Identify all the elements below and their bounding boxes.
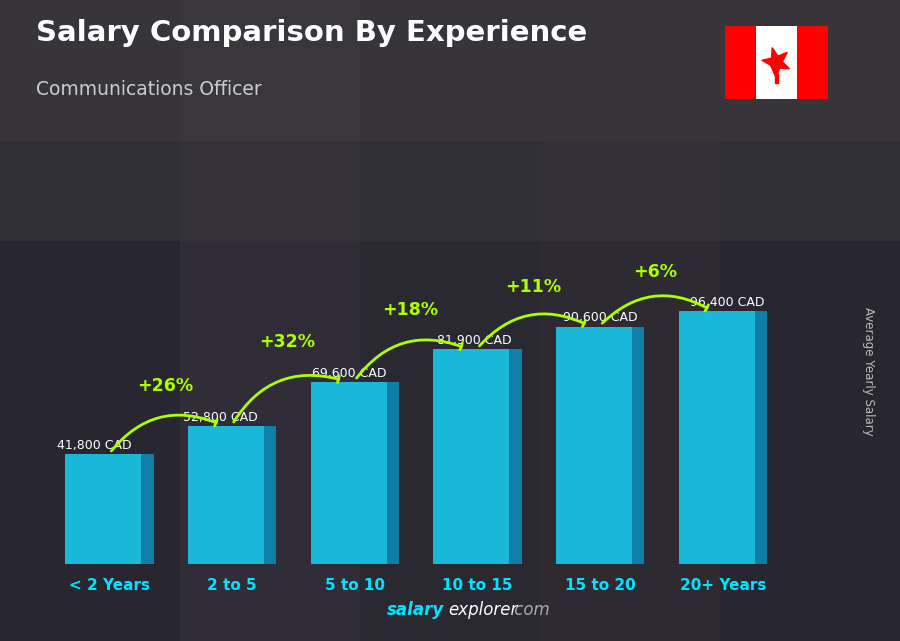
Text: 96,400 CAD: 96,400 CAD — [689, 296, 764, 309]
Text: 10 to 15: 10 to 15 — [442, 578, 513, 593]
Text: +11%: +11% — [505, 278, 561, 296]
Text: 41,800 CAD: 41,800 CAD — [57, 440, 131, 453]
Bar — [360, 0, 540, 641]
Text: 52,800 CAD: 52,800 CAD — [184, 411, 258, 424]
Text: +18%: +18% — [382, 301, 438, 319]
Bar — [0, 0, 900, 241]
Text: Communications Officer: Communications Officer — [36, 80, 262, 99]
Polygon shape — [141, 454, 154, 564]
Bar — [310, 381, 387, 564]
Bar — [188, 426, 265, 564]
Polygon shape — [509, 349, 522, 564]
Polygon shape — [632, 326, 644, 564]
Polygon shape — [265, 426, 276, 564]
Bar — [0, 0, 180, 641]
Text: +26%: +26% — [137, 378, 193, 395]
Text: 90,600 CAD: 90,600 CAD — [563, 312, 638, 324]
Polygon shape — [387, 381, 399, 564]
Bar — [720, 0, 900, 641]
Text: 69,600 CAD: 69,600 CAD — [312, 367, 386, 379]
Text: explorer: explorer — [448, 601, 518, 619]
Text: .com: .com — [509, 601, 550, 619]
Text: salary: salary — [387, 601, 445, 619]
Text: 5 to 10: 5 to 10 — [325, 578, 385, 593]
Bar — [434, 349, 509, 564]
Text: 2 to 5: 2 to 5 — [207, 578, 257, 593]
Bar — [66, 454, 141, 564]
Polygon shape — [762, 47, 789, 78]
Polygon shape — [755, 312, 767, 564]
Text: 20+ Years: 20+ Years — [680, 578, 766, 593]
Text: +6%: +6% — [634, 263, 678, 281]
Text: 81,900 CAD: 81,900 CAD — [437, 335, 512, 347]
Bar — [556, 326, 632, 564]
Text: +32%: +32% — [259, 333, 316, 351]
Bar — [755, 26, 797, 99]
Bar — [775, 74, 778, 83]
Text: Salary Comparison By Experience: Salary Comparison By Experience — [36, 19, 587, 47]
Text: Average Yearly Salary: Average Yearly Salary — [862, 308, 875, 436]
Text: < 2 Years: < 2 Years — [69, 578, 150, 593]
Bar — [540, 0, 720, 641]
Bar — [724, 26, 755, 99]
Bar — [679, 312, 755, 564]
Text: 15 to 20: 15 to 20 — [565, 578, 635, 593]
Bar — [797, 26, 828, 99]
Bar — [180, 0, 360, 641]
Bar — [0, 0, 900, 141]
